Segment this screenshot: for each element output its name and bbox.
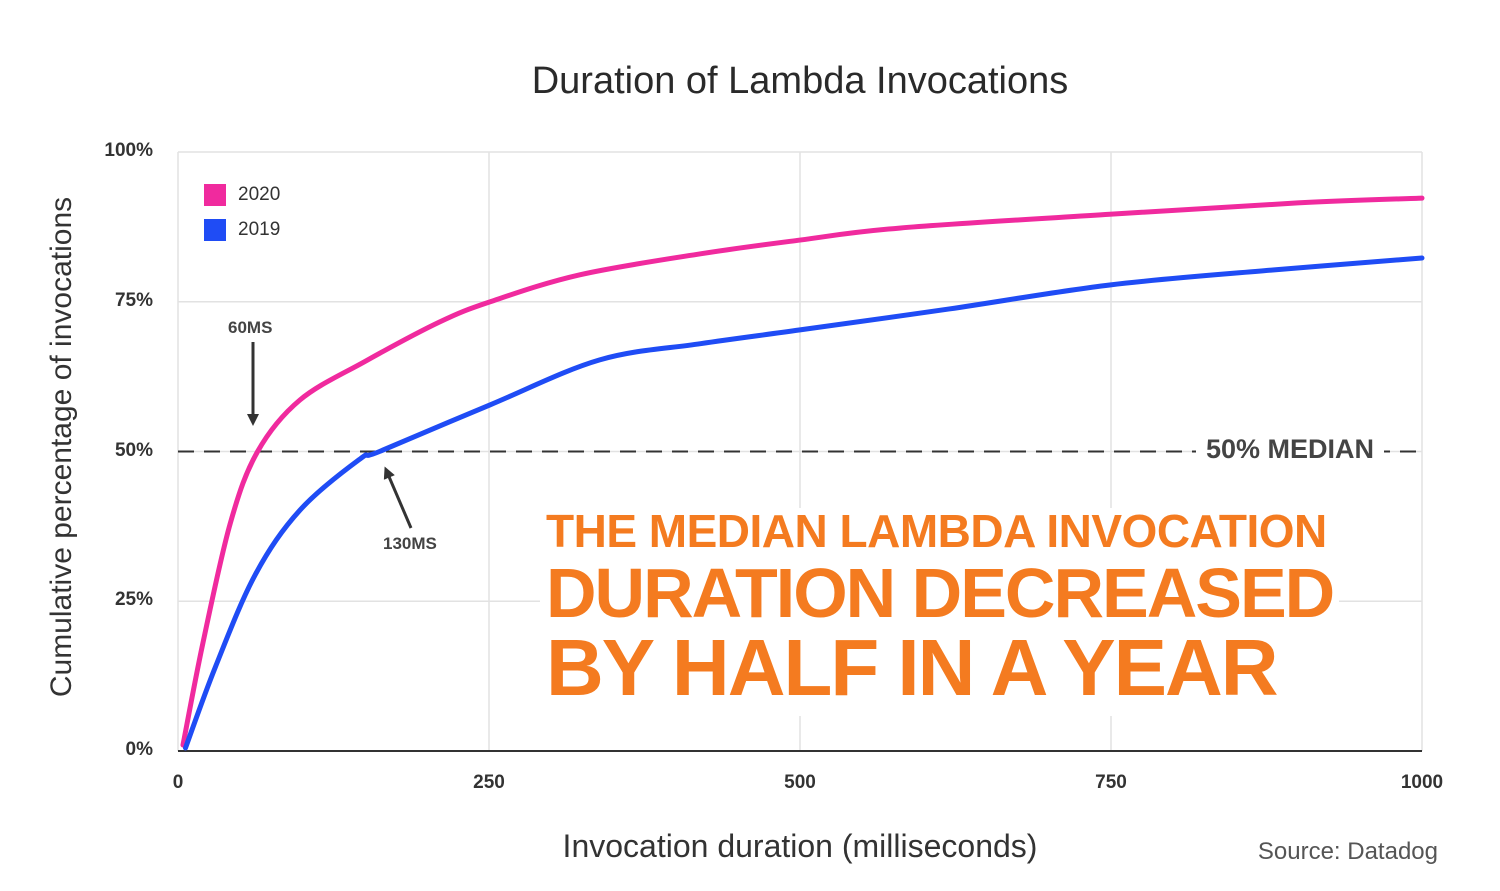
source-note: Source: Datadog (1257, 838, 1438, 865)
headline-callout: THE MEDIAN LAMBDA INVOCATION DURATION DE… (540, 505, 1340, 716)
x-tick-label: 750 (1095, 772, 1127, 793)
y-axis-label: Cumulative percentage of invocations (45, 196, 78, 698)
annotation-130ms: 130MS (383, 534, 437, 553)
x-tick-label: 500 (784, 772, 816, 793)
legend-label: 2020 (238, 184, 281, 205)
y-tick-label: 50% (114, 439, 153, 461)
legend-swatch-2019 (204, 219, 226, 241)
arrow-130ms-icon (383, 466, 413, 529)
x-tick-label: 1000 (1400, 772, 1444, 793)
legend-label: 2019 (238, 219, 281, 240)
legend-swatch-2020 (204, 184, 226, 206)
headline-line-1: THE MEDIAN LAMBDA INVOCATION (546, 505, 1327, 557)
series-line-2020 (180, 195, 1425, 748)
chart-title: Duration of Lambda Invocations (531, 60, 1069, 102)
headline-line-2: DURATION DECREASED (546, 554, 1335, 632)
y-tick-label: 0% (125, 739, 153, 760)
x-tick-label: 250 (473, 772, 505, 793)
y-tick-label: 75% (114, 289, 153, 311)
legend-item-2019: 2019 (204, 219, 280, 241)
x-tick-label: 0 (172, 772, 184, 793)
x-axis-label: Invocation duration (milliseconds) (562, 828, 1038, 864)
legend-item-2020: 2020 (204, 184, 280, 206)
headline-line-3: BY HALF IN A YEAR (546, 623, 1279, 712)
annotation-60ms: 60MS (228, 318, 273, 337)
median-label: 50% MEDIAN (1196, 434, 1385, 465)
y-tick-label: 100% (104, 140, 153, 161)
y-tick-label: 25% (114, 589, 153, 611)
series-line-2019 (182, 255, 1425, 751)
